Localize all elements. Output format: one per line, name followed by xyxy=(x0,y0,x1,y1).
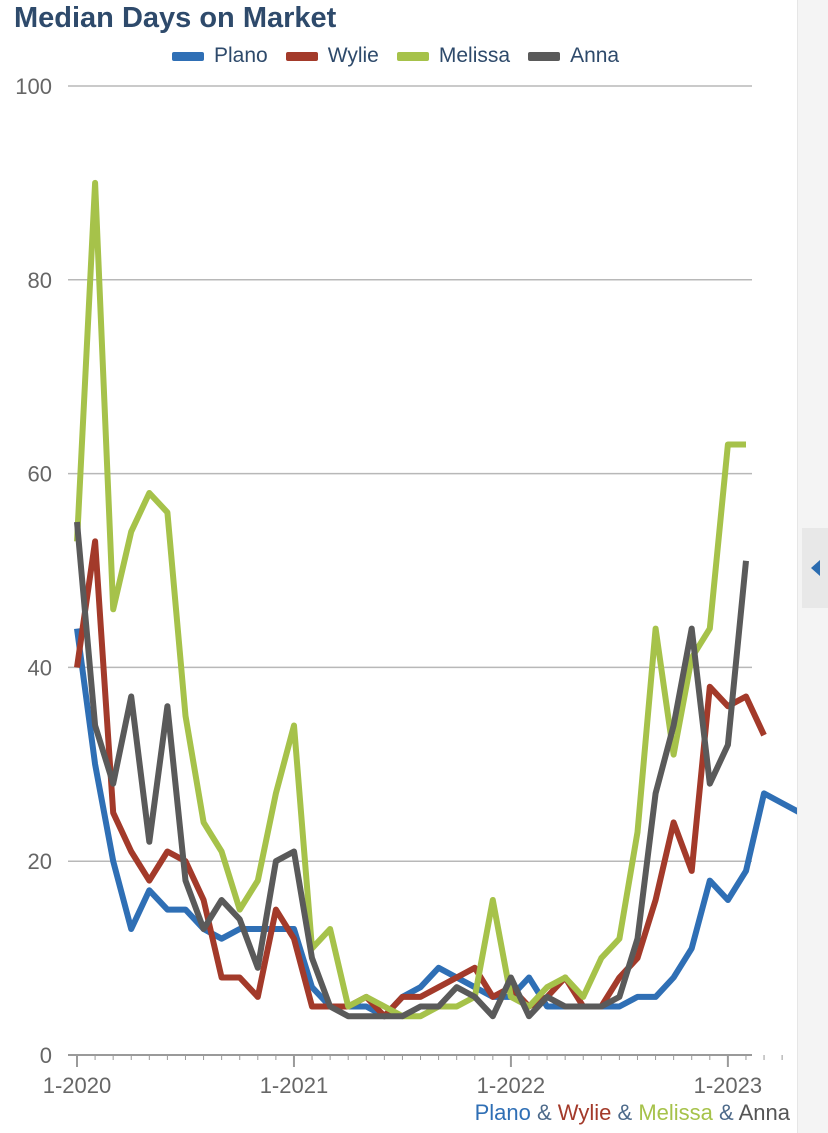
caption-amp: & xyxy=(536,1100,552,1125)
chart-legend: Plano Wylie Melissa Anna xyxy=(172,44,619,68)
chart-title: Median Days on Market xyxy=(14,2,337,34)
series-caption: Plano & Wylie & Melissa & Anna xyxy=(475,1100,790,1126)
x-tick-label: 1-2020 xyxy=(43,1073,112,1098)
y-tick-label: 80 xyxy=(28,268,52,293)
caption-anna: Anna xyxy=(738,1100,790,1125)
x-tick-label: 1-2022 xyxy=(477,1073,546,1098)
panel-toggle-button[interactable] xyxy=(802,528,828,608)
x-tick-label: 1-2021 xyxy=(260,1073,329,1098)
legend-item-plano[interactable]: Plano xyxy=(172,44,268,68)
legend-item-wylie[interactable]: Wylie xyxy=(285,44,379,68)
y-tick-label: 100 xyxy=(15,74,52,99)
legend-item-melissa[interactable]: Melissa xyxy=(396,44,511,68)
y-tick-label: 40 xyxy=(28,655,52,680)
caption-amp: & xyxy=(719,1100,734,1125)
legend-label-wylie: Wylie xyxy=(327,44,379,67)
legend-label-plano: Plano xyxy=(214,44,268,67)
y-tick-label: 0 xyxy=(40,1043,52,1068)
legend-swatch-wylie xyxy=(285,51,318,61)
series-line-melissa xyxy=(74,179,746,1020)
chevron-left-icon xyxy=(810,560,820,576)
legend-item-anna[interactable]: Anna xyxy=(528,44,619,68)
x-tick-label: 1-2023 xyxy=(694,1073,763,1098)
legend-swatch-plano xyxy=(172,51,204,61)
legend-swatch-melissa xyxy=(396,51,429,61)
legend-label-anna: Anna xyxy=(570,44,620,67)
caption-plano: Plano xyxy=(474,1100,531,1125)
series-line-plano xyxy=(74,628,802,1020)
series-line-wylie xyxy=(74,538,767,1020)
caption-wylie: Wylie xyxy=(557,1100,612,1125)
caption-melissa: Melissa xyxy=(638,1100,713,1125)
y-tick-label: 20 xyxy=(28,849,52,874)
legend-label-melissa: Melissa xyxy=(438,44,511,67)
series-line-anna xyxy=(74,521,749,1020)
legend-swatch-anna xyxy=(528,51,561,61)
y-tick-label: 60 xyxy=(28,462,52,487)
caption-amp: & xyxy=(617,1100,633,1125)
